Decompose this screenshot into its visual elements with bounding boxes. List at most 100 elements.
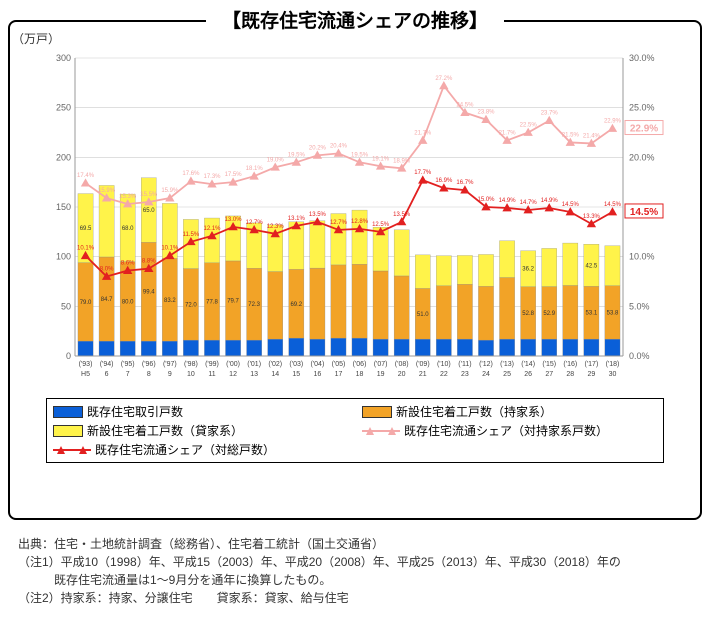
svg-text:12.7%: 12.7% (246, 220, 264, 226)
svg-text:5.0%: 5.0% (629, 301, 650, 311)
svg-text:0.0%: 0.0% (629, 351, 650, 361)
legend-label: 新設住宅着工戸数（持家系） (396, 403, 552, 420)
svg-text:53.8: 53.8 (607, 310, 619, 316)
svg-text:12.3%: 12.3% (267, 224, 285, 230)
svg-text:17.3%: 17.3% (203, 174, 221, 180)
svg-text:('06): ('06) (353, 361, 367, 368)
svg-text:29: 29 (587, 371, 595, 378)
svg-text:22.9%: 22.9% (604, 119, 622, 125)
svg-text:17: 17 (335, 371, 343, 378)
legend-item: 既存住宅取引戸数 (53, 403, 348, 420)
svg-text:15.3%: 15.3% (119, 194, 137, 200)
svg-text:150: 150 (56, 202, 71, 212)
svg-text:14.9%: 14.9% (499, 198, 517, 204)
svg-text:250: 250 (56, 103, 71, 113)
legend-item: 新設住宅着工戸数（持家系） (362, 403, 657, 420)
svg-text:79.7: 79.7 (227, 299, 239, 305)
svg-text:19: 19 (377, 371, 385, 378)
svg-text:('04): ('04) (310, 361, 324, 368)
y-axis-unit: （万戸） (12, 30, 60, 47)
svg-text:23.8%: 23.8% (477, 110, 495, 116)
svg-text:6: 6 (105, 371, 109, 378)
svg-text:69.2: 69.2 (290, 302, 302, 308)
svg-text:9: 9 (168, 371, 172, 378)
svg-text:14.5%: 14.5% (630, 207, 658, 218)
svg-text:('07): ('07) (374, 361, 388, 368)
svg-text:68.0: 68.0 (122, 226, 134, 232)
svg-text:('10): ('10) (437, 361, 451, 368)
svg-text:13.5%: 13.5% (309, 212, 327, 218)
svg-text:17.5%: 17.5% (225, 172, 243, 178)
svg-text:('15): ('15) (542, 361, 556, 368)
svg-text:28: 28 (566, 371, 574, 378)
svg-text:H5: H5 (81, 371, 90, 378)
svg-text:52.9: 52.9 (543, 311, 555, 317)
svg-text:14.7%: 14.7% (520, 200, 538, 206)
svg-text:24: 24 (482, 371, 490, 378)
svg-text:('16): ('16) (563, 361, 577, 368)
svg-text:77.8: 77.8 (206, 299, 218, 305)
svg-text:('96): ('96) (142, 361, 156, 368)
svg-text:13.5%: 13.5% (393, 212, 411, 218)
chart-frame: 0501001502002503000.0%5.0%10.0%15.0%20.0… (8, 20, 702, 520)
legend-line (53, 449, 91, 451)
svg-text:19.0%: 19.0% (267, 157, 285, 163)
svg-text:8.0%: 8.0% (100, 267, 114, 273)
svg-text:('08): ('08) (395, 361, 409, 368)
svg-text:('03): ('03) (289, 361, 303, 368)
legend: 既存住宅取引戸数 新設住宅着工戸数（持家系） 新設住宅着工戸数（貸家系） 既存住宅流通… (46, 398, 664, 463)
svg-text:('97): ('97) (163, 361, 177, 368)
svg-text:72.0: 72.0 (185, 302, 197, 308)
svg-text:17.4%: 17.4% (77, 173, 95, 179)
footnote-line: （注2）持家系：持家、分譲住宅 貸家系：貸家、給与住宅 (18, 589, 621, 607)
svg-text:80.0: 80.0 (122, 299, 134, 305)
svg-text:25: 25 (503, 371, 511, 378)
svg-text:18.1%: 18.1% (246, 166, 264, 172)
legend-line (362, 430, 400, 432)
svg-text:('00): ('00) (226, 361, 240, 368)
svg-text:10.1%: 10.1% (161, 246, 179, 252)
svg-text:16.9%: 16.9% (435, 178, 453, 184)
legend-swatch (53, 406, 83, 418)
svg-text:99.4: 99.4 (143, 290, 155, 296)
svg-text:('12): ('12) (479, 361, 493, 368)
svg-text:22.9%: 22.9% (630, 124, 658, 135)
svg-text:19.5%: 19.5% (288, 152, 306, 158)
legend-swatch (53, 425, 83, 437)
svg-text:79.0: 79.0 (80, 300, 92, 306)
svg-text:19.1%: 19.1% (372, 156, 390, 162)
svg-text:16.7%: 16.7% (456, 180, 474, 186)
svg-text:12.8%: 12.8% (351, 219, 369, 225)
svg-text:12.1%: 12.1% (203, 226, 221, 232)
svg-text:83.2: 83.2 (164, 298, 176, 304)
svg-text:20.0%: 20.0% (629, 152, 655, 162)
svg-text:24.5%: 24.5% (456, 103, 474, 109)
legend-item: 新設住宅着工戸数（貸家系） (53, 422, 348, 439)
svg-text:('05): ('05) (332, 361, 346, 368)
svg-text:('13): ('13) (500, 361, 514, 368)
svg-text:21.5%: 21.5% (562, 132, 580, 138)
svg-text:('18): ('18) (606, 361, 620, 368)
svg-text:('94): ('94) (100, 361, 114, 368)
legend-item: 既存住宅流通シェア（対総戸数） (53, 441, 348, 458)
svg-text:18.9%: 18.9% (393, 158, 411, 164)
svg-text:('93): ('93) (79, 361, 93, 368)
svg-text:20.4%: 20.4% (330, 143, 348, 149)
svg-text:('09): ('09) (416, 361, 430, 368)
svg-text:36.2: 36.2 (522, 267, 534, 273)
svg-text:13.1%: 13.1% (288, 216, 306, 222)
svg-text:23: 23 (461, 371, 469, 378)
svg-text:69.5: 69.5 (80, 226, 92, 232)
svg-text:42.5: 42.5 (586, 263, 598, 269)
footnote-line: （注1）平成10（1998）年、平成15（2003）年、平成20（2008）年、… (18, 553, 621, 571)
svg-text:19.5%: 19.5% (351, 152, 369, 158)
svg-text:200: 200 (56, 152, 71, 162)
svg-text:100: 100 (56, 252, 71, 262)
svg-text:26: 26 (524, 371, 532, 378)
svg-text:8.8%: 8.8% (142, 259, 156, 265)
svg-text:('99): ('99) (205, 361, 219, 368)
svg-text:('01): ('01) (247, 361, 261, 368)
svg-text:('17): ('17) (584, 361, 598, 368)
svg-text:11.5%: 11.5% (183, 232, 200, 238)
svg-text:11: 11 (208, 371, 215, 378)
